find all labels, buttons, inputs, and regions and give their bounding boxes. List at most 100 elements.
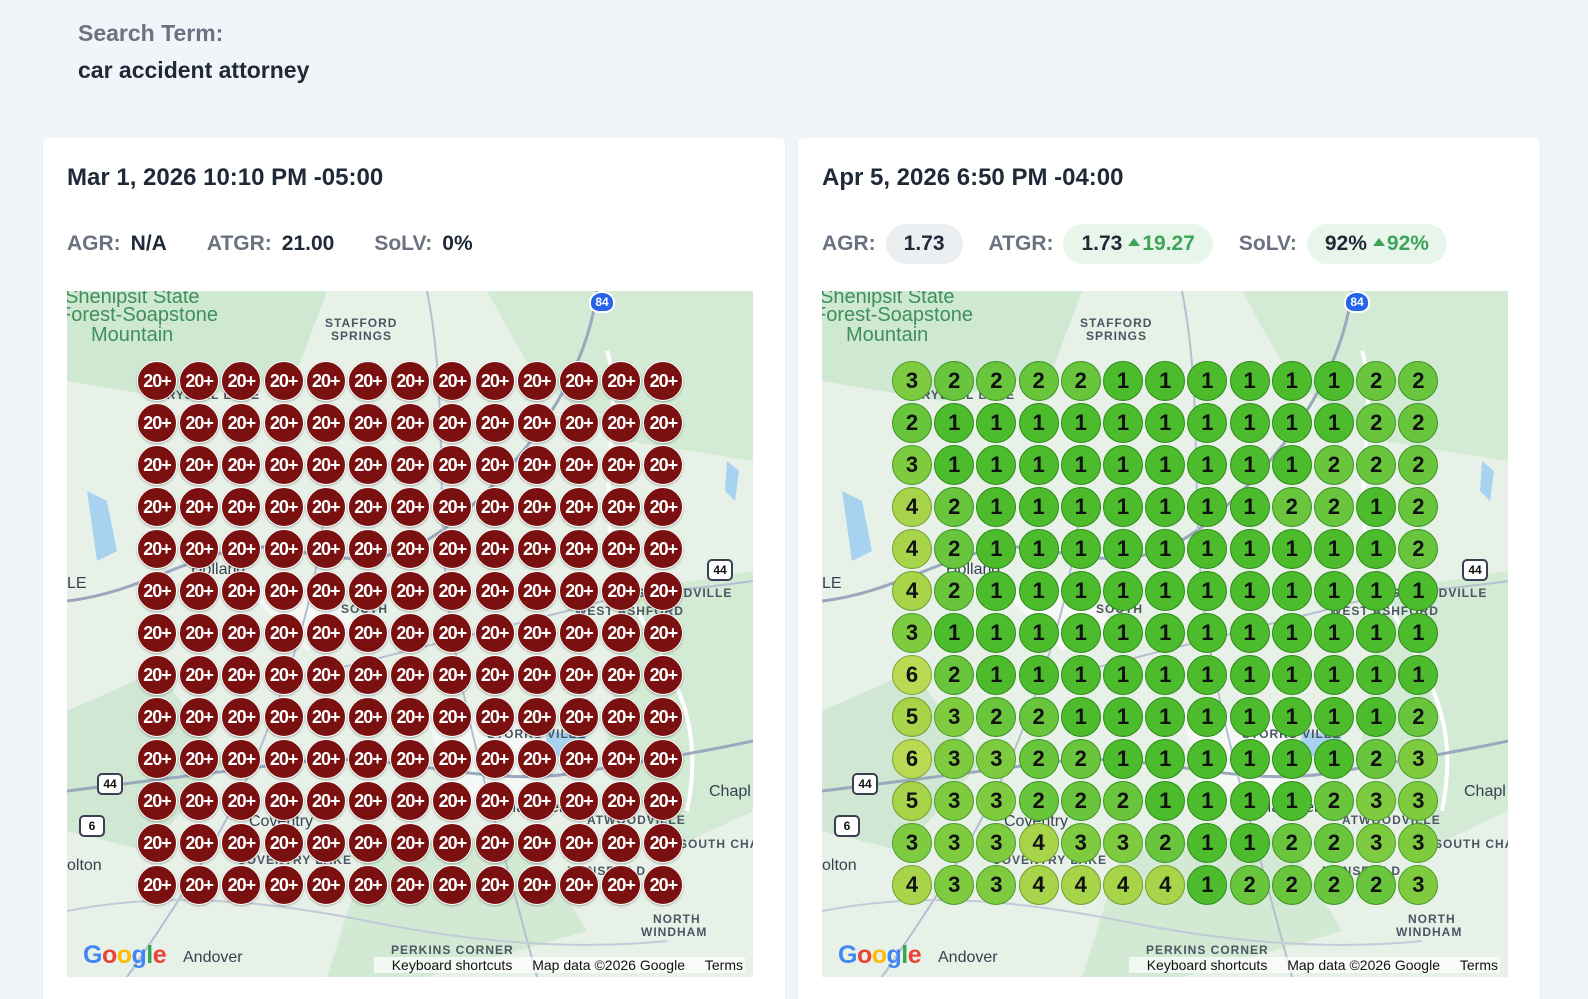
- rank-pin[interactable]: 20+: [179, 571, 220, 611]
- rank-pin[interactable]: 1: [1271, 781, 1312, 821]
- rank-pin[interactable]: 20+: [390, 361, 431, 401]
- rank-pin[interactable]: 20+: [559, 655, 599, 695]
- rank-pin[interactable]: 20+: [137, 823, 177, 863]
- rank-pin[interactable]: 2: [1314, 487, 1354, 527]
- rank-pin[interactable]: 20+: [221, 739, 262, 779]
- rank-pin[interactable]: 2: [1398, 445, 1439, 485]
- rank-pin[interactable]: 20+: [516, 739, 557, 779]
- rank-pin[interactable]: 1: [1060, 613, 1101, 653]
- rank-pin[interactable]: 3: [1398, 865, 1439, 905]
- rank-pin[interactable]: 20+: [263, 697, 304, 737]
- rank-pin[interactable]: 20+: [559, 739, 599, 779]
- rank-pin[interactable]: 20+: [559, 403, 599, 443]
- rank-pin[interactable]: 1: [1060, 697, 1101, 737]
- rank-pin[interactable]: 1: [1187, 865, 1228, 905]
- rank-pin[interactable]: 20+: [179, 403, 220, 443]
- rank-pin[interactable]: 1: [1145, 487, 1186, 527]
- rank-pin[interactable]: 20+: [390, 613, 431, 653]
- rank-pin[interactable]: 1: [1356, 487, 1397, 527]
- rank-pin[interactable]: 1: [976, 445, 1017, 485]
- rank-pin[interactable]: 20+: [432, 403, 473, 443]
- rank-pin[interactable]: 1: [1060, 487, 1101, 527]
- rank-pin[interactable]: 20+: [432, 865, 473, 905]
- rank-pin[interactable]: 20+: [348, 361, 388, 401]
- rank-pin[interactable]: 3: [934, 865, 975, 905]
- rank-pin[interactable]: 1: [1187, 361, 1228, 401]
- rank-pin[interactable]: 20+: [137, 403, 177, 443]
- rank-pin[interactable]: 20+: [179, 739, 220, 779]
- rank-pin[interactable]: 20+: [516, 865, 557, 905]
- rank-pin[interactable]: 1: [1187, 697, 1228, 737]
- rank-pin[interactable]: 20+: [390, 403, 431, 443]
- rank-pin[interactable]: 4: [892, 571, 932, 611]
- rank-pin[interactable]: 20+: [516, 823, 557, 863]
- rank-pin[interactable]: 20+: [559, 529, 599, 569]
- rank-pin[interactable]: 20+: [179, 445, 220, 485]
- rank-pin[interactable]: 20+: [179, 865, 220, 905]
- rank-pin[interactable]: 2: [1398, 697, 1439, 737]
- rank-pin[interactable]: 1: [1187, 445, 1228, 485]
- rank-pin[interactable]: 1: [1018, 487, 1059, 527]
- rank-pin[interactable]: 20+: [305, 487, 346, 527]
- rank-pin[interactable]: 1: [1187, 613, 1228, 653]
- rank-pin[interactable]: 3: [934, 739, 975, 779]
- rank-pin[interactable]: 20+: [263, 739, 304, 779]
- rank-pin[interactable]: 20+: [432, 613, 473, 653]
- rank-pin[interactable]: 20+: [516, 571, 557, 611]
- rank-pin[interactable]: 1: [1356, 655, 1397, 695]
- rank-pin[interactable]: 3: [892, 445, 932, 485]
- rank-pin[interactable]: 20+: [305, 865, 346, 905]
- rank-pin[interactable]: 2: [1271, 865, 1312, 905]
- rank-pin[interactable]: 2: [1356, 403, 1397, 443]
- rank-pin[interactable]: 1: [1103, 529, 1143, 569]
- rank-pin[interactable]: 20+: [559, 781, 599, 821]
- rank-pin[interactable]: 2: [1271, 823, 1312, 863]
- rank-pin[interactable]: 3: [934, 823, 975, 863]
- rank-pin[interactable]: 1: [1229, 655, 1270, 695]
- rank-pin[interactable]: 20+: [137, 739, 177, 779]
- rank-pin[interactable]: 1: [1018, 529, 1059, 569]
- rank-pin[interactable]: 1: [934, 613, 975, 653]
- rank-pin[interactable]: 2: [1060, 361, 1101, 401]
- rank-pin[interactable]: 1: [1229, 613, 1270, 653]
- rank-pin[interactable]: 20+: [474, 487, 515, 527]
- rank-pin[interactable]: 20+: [263, 781, 304, 821]
- rank-pin[interactable]: 4: [1103, 865, 1143, 905]
- rank-pin[interactable]: 2: [1398, 403, 1439, 443]
- rank-pin[interactable]: 20+: [305, 445, 346, 485]
- rank-pin[interactable]: 20+: [390, 781, 431, 821]
- rank-pin[interactable]: 2: [892, 403, 932, 443]
- rank-pin[interactable]: 20+: [474, 445, 515, 485]
- rank-pin[interactable]: 20+: [474, 865, 515, 905]
- rank-pin[interactable]: 20+: [348, 445, 388, 485]
- rank-pin[interactable]: 1: [1271, 655, 1312, 695]
- rank-pin[interactable]: 20+: [474, 529, 515, 569]
- rank-pin[interactable]: 20+: [516, 781, 557, 821]
- rank-pin[interactable]: 20+: [348, 529, 388, 569]
- rank-pin[interactable]: 20+: [263, 571, 304, 611]
- rank-pin[interactable]: 20+: [474, 739, 515, 779]
- rank-pin[interactable]: 20+: [179, 781, 220, 821]
- rank-pin[interactable]: 2: [1356, 865, 1397, 905]
- rank-pin[interactable]: 3: [1060, 823, 1101, 863]
- rank-pin[interactable]: 20+: [432, 487, 473, 527]
- rank-pin[interactable]: 20+: [516, 529, 557, 569]
- rank-pin[interactable]: 1: [1145, 361, 1186, 401]
- rank-pin[interactable]: 6: [892, 655, 932, 695]
- rank-pin[interactable]: 1: [1103, 487, 1143, 527]
- rank-pin[interactable]: 20+: [305, 823, 346, 863]
- rank-pin[interactable]: 20+: [516, 487, 557, 527]
- rank-pin[interactable]: 20+: [643, 697, 684, 737]
- rank-pin[interactable]: 2: [934, 487, 975, 527]
- rank-pin[interactable]: 3: [1398, 739, 1439, 779]
- rank-pin[interactable]: 1: [1271, 361, 1312, 401]
- keyboard-shortcuts-link[interactable]: Keyboard shortcuts: [1146, 957, 1268, 973]
- rank-pin[interactable]: 3: [976, 865, 1017, 905]
- rank-pin[interactable]: 3: [934, 697, 975, 737]
- rank-pin[interactable]: 2: [1145, 823, 1186, 863]
- rank-pin[interactable]: 1: [1187, 781, 1228, 821]
- rank-pin[interactable]: 2: [1314, 865, 1354, 905]
- rank-pin[interactable]: 3: [1103, 823, 1143, 863]
- rank-pin[interactable]: 20+: [137, 361, 177, 401]
- rank-pin[interactable]: 20+: [474, 613, 515, 653]
